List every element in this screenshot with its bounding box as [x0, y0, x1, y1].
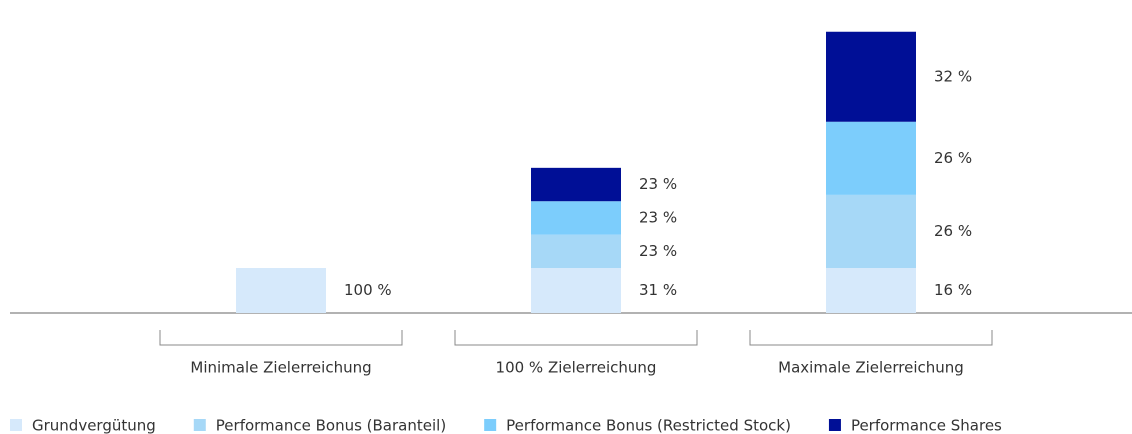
bar-segment	[531, 268, 621, 313]
x-tick-label: 100 % Zielerreichung	[496, 359, 657, 377]
x-tick-label: Maximale Zielerreichung	[778, 359, 964, 377]
value-label: 23 %	[639, 175, 677, 193]
bracket	[159, 330, 403, 346]
legend-swatch	[193, 419, 206, 431]
value-label: 32 %	[934, 67, 972, 85]
value-label: 26 %	[934, 149, 972, 167]
bar-segment	[826, 31, 916, 122]
bracket	[749, 330, 993, 346]
bar-segment	[826, 268, 916, 313]
value-label: 23 %	[639, 242, 677, 260]
bar-segment	[236, 268, 326, 313]
legend-label: Performance Shares	[851, 417, 1002, 434]
bar-segment	[531, 234, 621, 268]
legend-swatch	[484, 419, 497, 431]
legend-swatch	[10, 419, 22, 431]
bar-segment	[826, 194, 916, 268]
bracket	[454, 330, 698, 346]
value-label: 31 %	[639, 281, 677, 299]
bar-segment	[826, 121, 916, 195]
legend-label: Performance Bonus (Baranteil)	[216, 417, 446, 434]
legend-label: Grundvergütung	[32, 417, 156, 434]
legend-label: Performance Bonus (Restricted Stock)	[506, 417, 791, 434]
value-label: 100 %	[344, 281, 392, 299]
x-tick-label: Minimale Zielerreichung	[190, 359, 371, 377]
value-label: 26 %	[934, 222, 972, 240]
bar-segment	[531, 167, 621, 202]
legend-swatch	[828, 419, 841, 431]
value-label: 16 %	[934, 281, 972, 299]
bar-segment	[531, 201, 621, 235]
value-label: 23 %	[639, 208, 677, 226]
